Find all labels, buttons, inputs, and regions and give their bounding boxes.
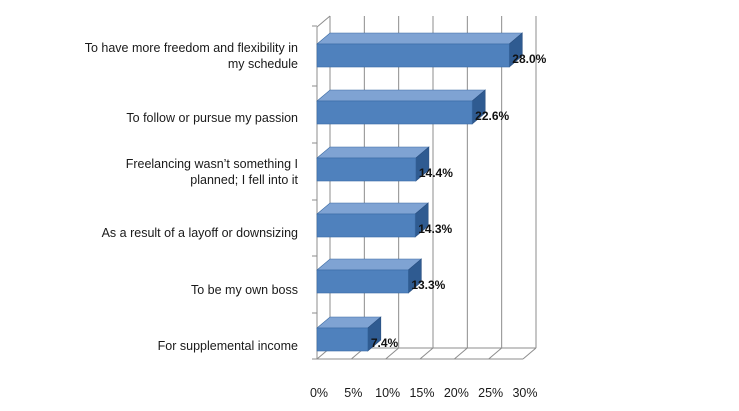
bar-5 <box>316 327 369 352</box>
x-tick-label-30: 30% <box>512 386 537 400</box>
x-tick-label-25: 25% <box>478 386 503 400</box>
labels: 28.0% 22.6% 14.4% 14.3% 13.3% 7.4% To have mor… <box>85 41 547 400</box>
bar-3 <box>316 213 416 238</box>
bar-top-4 <box>316 258 423 271</box>
x-tick-label-15: 15% <box>409 386 434 400</box>
bar-4 <box>316 269 409 294</box>
floor-diagonal-20 <box>454 347 468 360</box>
category-label-4: To be my own boss <box>191 283 298 297</box>
value-label-5: 7.4% <box>371 336 399 350</box>
category-label-line: To follow or pursue my passion <box>126 111 298 125</box>
value-label-4: 13.3% <box>411 278 445 292</box>
category-label-line: To be my own boss <box>191 283 298 297</box>
bar-top-1 <box>316 89 487 102</box>
x-tick-label-0: 0% <box>310 386 328 400</box>
x-tick-label-10: 10% <box>375 386 400 400</box>
value-label-3: 14.3% <box>418 222 452 236</box>
bar-0 <box>316 43 510 68</box>
category-label-3: As a result of a layoff or downsizing <box>102 226 298 240</box>
value-label-1: 22.6% <box>475 109 509 123</box>
bar-top-2 <box>316 146 430 159</box>
floor-diagonal-30 <box>522 347 537 360</box>
bars <box>316 32 524 352</box>
bar-top-3 <box>316 202 430 215</box>
category-label-line: planned; I fell into it <box>190 173 298 187</box>
category-label-line: Freelancing wasn’t something I <box>126 157 298 171</box>
category-label-line: my schedule <box>228 57 298 71</box>
category-label-0: To have more freedom and flexibility in m… <box>85 41 298 71</box>
category-label-line: For supplemental income <box>158 339 298 353</box>
axes <box>312 15 536 360</box>
bar-top-0 <box>316 32 524 45</box>
value-label-0: 28.0% <box>512 52 546 66</box>
category-label-2: Freelancing wasn’t something I planned; I… <box>126 157 299 187</box>
x-tick-label-5: 5% <box>344 386 362 400</box>
side-wall-top-edge <box>316 15 331 28</box>
category-label-5: For supplemental income <box>158 339 298 353</box>
category-label-line: As a result of a layoff or downsizing <box>102 226 298 240</box>
category-label-1: To follow or pursue my passion <box>126 111 298 125</box>
floor-diagonal-25 <box>488 347 502 360</box>
bar-1 <box>316 100 473 125</box>
floor-diagonal-15 <box>419 347 434 360</box>
category-label-line: To have more freedom and flexibility in <box>85 41 298 55</box>
grid <box>316 16 537 360</box>
value-label-2: 14.4% <box>419 166 453 180</box>
bar-2 <box>316 157 417 182</box>
x-tick-label-20: 20% <box>444 386 469 400</box>
floor-diagonal-10 <box>385 347 399 360</box>
